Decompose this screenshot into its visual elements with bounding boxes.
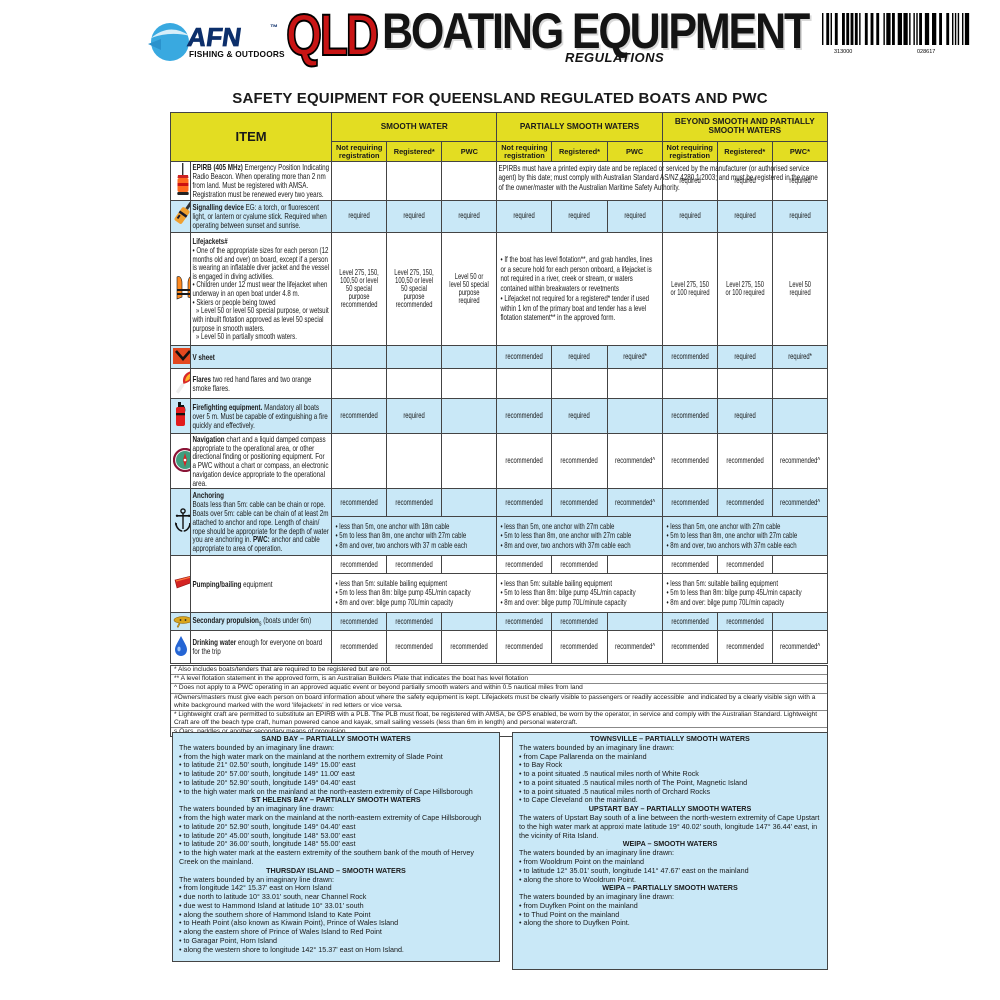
svg-text:028617: 028617 <box>917 49 935 55</box>
svg-text:313000: 313000 <box>834 49 852 55</box>
svg-text:™: ™ <box>270 23 278 32</box>
svg-text:FISHING & OUTDOORS: FISHING & OUTDOORS <box>189 49 285 59</box>
svg-text:AFN: AFN <box>186 22 244 52</box>
